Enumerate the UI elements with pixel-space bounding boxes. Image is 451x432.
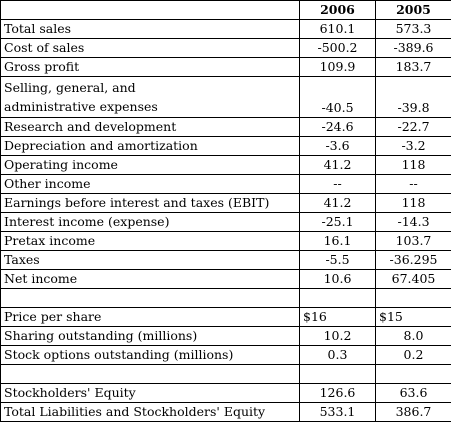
table-row-gross-profit: Gross profit 109.9 183.7 xyxy=(0,57,451,77)
row-label: Earnings before interest and taxes (EBIT… xyxy=(0,193,300,213)
row-label-line1: Selling, general, and xyxy=(4,80,136,95)
row-label: Pretax income xyxy=(0,231,300,251)
empty-cell xyxy=(0,288,300,308)
value-2005: 103.7 xyxy=(375,231,451,251)
row-label: Stockholders' Equity xyxy=(0,383,300,403)
value-2005: -3.2 xyxy=(375,136,451,156)
table-row-ebit: Earnings before interest and taxes (EBIT… xyxy=(0,193,451,213)
value-2005: 573.3 xyxy=(375,19,451,39)
table-row-stock-options: Stock options outstanding (millions) 0.3… xyxy=(0,345,451,365)
value-2006: 126.6 xyxy=(299,383,376,403)
row-label: Sharing outstanding (millions) xyxy=(0,326,300,346)
table-row-empty xyxy=(0,288,451,308)
row-label: Cost of sales xyxy=(0,38,300,58)
table-row-total-sales: Total sales 610.1 573.3 xyxy=(0,19,451,39)
value-2006: -5.5 xyxy=(299,250,376,270)
table-row-empty xyxy=(0,364,451,384)
value-2006: -500.2 xyxy=(299,38,376,58)
table-row-depreciation-amortization: Depreciation and amortization -3.6 -3.2 xyxy=(0,136,451,156)
value-2006: -3.6 xyxy=(299,136,376,156)
value-2005: 118 xyxy=(375,155,451,175)
row-label: Research and development xyxy=(0,117,300,137)
table-row-net-income: Net income 10.6 67.405 xyxy=(0,269,451,289)
header-row: 2006 2005 xyxy=(0,0,451,20)
value-2005: 183.7 xyxy=(375,57,451,77)
row-label: Selling, general, and administrative exp… xyxy=(0,76,300,118)
value-2006: $16 xyxy=(299,307,376,327)
table-row-interest: Interest income (expense) -25.1 -14.3 xyxy=(0,212,451,232)
row-label-line2: administrative expenses xyxy=(4,99,158,114)
row-label: Taxes xyxy=(0,250,300,270)
value-2006: 41.2 xyxy=(299,155,376,175)
table-row-stockholders-equity: Stockholders' Equity 126.6 63.6 xyxy=(0,383,451,403)
value-2006: 533.1 xyxy=(299,402,376,422)
value-2005: -- xyxy=(375,174,451,194)
table-row-sharing-outstanding: Sharing outstanding (millions) 10.2 8.0 xyxy=(0,326,451,346)
row-label: Total Liabilities and Stockholders' Equi… xyxy=(0,402,300,422)
value-2005: 118 xyxy=(375,193,451,213)
value-2005: -14.3 xyxy=(375,212,451,232)
row-label: Price per share xyxy=(0,307,300,327)
table-row-sga: Selling, general, and administrative exp… xyxy=(0,76,451,118)
value-2006: 109.9 xyxy=(299,57,376,77)
value-2006: 41.2 xyxy=(299,193,376,213)
value-2006: -40.5 xyxy=(299,76,376,118)
header-label-cell xyxy=(0,0,300,20)
empty-cell xyxy=(299,364,376,384)
value-2005: $15 xyxy=(375,307,451,327)
value-2005: 8.0 xyxy=(375,326,451,346)
empty-cell xyxy=(375,364,451,384)
value-2005: 67.405 xyxy=(375,269,451,289)
value-2005: -39.8 xyxy=(375,76,451,118)
row-label: Net income xyxy=(0,269,300,289)
value-2005: 63.6 xyxy=(375,383,451,403)
table-row-taxes: Taxes -5.5 -36.295 xyxy=(0,250,451,270)
row-label: Gross profit xyxy=(0,57,300,77)
value-2006: 10.2 xyxy=(299,326,376,346)
value-2006: 10.6 xyxy=(299,269,376,289)
row-label: Operating income xyxy=(0,155,300,175)
table-row-price-per-share: Price per share $16 $15 xyxy=(0,307,451,327)
row-label: Depreciation and amortization xyxy=(0,136,300,156)
value-2005: 0.2 xyxy=(375,345,451,365)
header-year-2006: 2006 xyxy=(299,0,376,20)
header-year-2005: 2005 xyxy=(375,0,451,20)
row-label: Other income xyxy=(0,174,300,194)
table-row-operating-income: Operating income 41.2 118 xyxy=(0,155,451,175)
row-label: Interest income (expense) xyxy=(0,212,300,232)
value-2005: 386.7 xyxy=(375,402,451,422)
value-2006: 16.1 xyxy=(299,231,376,251)
empty-cell xyxy=(375,288,451,308)
value-2006: 610.1 xyxy=(299,19,376,39)
table-row-cost-of-sales: Cost of sales -500.2 -389.6 xyxy=(0,38,451,58)
empty-cell xyxy=(299,288,376,308)
value-2006: -25.1 xyxy=(299,212,376,232)
table-row-pretax-income: Pretax income 16.1 103.7 xyxy=(0,231,451,251)
table-row-other-income: Other income -- -- xyxy=(0,174,451,194)
empty-cell xyxy=(0,364,300,384)
value-2006: -24.6 xyxy=(299,117,376,137)
row-label: Total sales xyxy=(0,19,300,39)
value-2005: -22.7 xyxy=(375,117,451,137)
value-2005: -389.6 xyxy=(375,38,451,58)
financial-statement-table: 2006 2005 Total sales 610.1 573.3 Cost o… xyxy=(0,0,451,422)
value-2006: -- xyxy=(299,174,376,194)
row-label: Stock options outstanding (millions) xyxy=(0,345,300,365)
table-row-total-liabilities-equity: Total Liabilities and Stockholders' Equi… xyxy=(0,402,451,422)
value-2006: 0.3 xyxy=(299,345,376,365)
value-2005: -36.295 xyxy=(375,250,451,270)
table-row-research-development: Research and development -24.6 -22.7 xyxy=(0,117,451,137)
